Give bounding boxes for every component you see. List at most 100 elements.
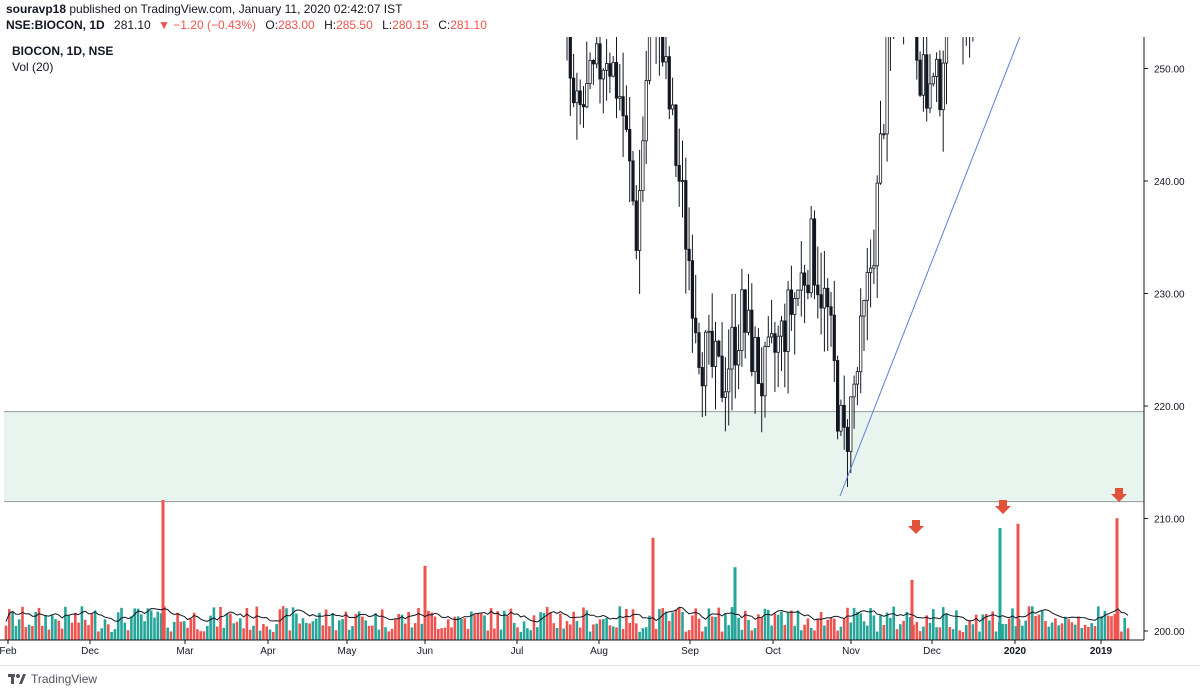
candle-body — [727, 368, 731, 393]
volume-bar — [945, 613, 948, 640]
volume-bar — [555, 627, 559, 640]
volume-bar — [842, 618, 846, 640]
candle-body — [723, 391, 728, 398]
volume-bar — [796, 610, 800, 640]
volume-bar — [450, 627, 453, 640]
candle-body — [783, 320, 787, 352]
volume-bar — [1064, 616, 1067, 640]
volume-bar — [123, 622, 127, 640]
volume-bar — [87, 625, 90, 640]
volume-bar — [803, 624, 806, 640]
volume-bar — [239, 618, 242, 640]
volume-bar — [813, 630, 816, 640]
publish-info: souravp18 published on TradingView.com, … — [6, 2, 402, 16]
candle-body — [575, 90, 579, 104]
volume-bar — [453, 616, 457, 640]
volume-bar — [882, 624, 886, 640]
candle-body — [773, 333, 777, 353]
volume-bar — [182, 621, 186, 640]
volume-bar — [1011, 608, 1014, 640]
volume-bar — [130, 616, 133, 640]
candle-body — [928, 83, 932, 109]
candle-body — [852, 383, 856, 398]
close-label: C: — [438, 18, 451, 32]
volume-bar — [390, 628, 394, 640]
volume-bar — [229, 613, 232, 640]
candles-layer — [566, 37, 974, 487]
volume-bar — [833, 618, 836, 640]
candle-body — [595, 43, 599, 65]
volume-bar — [321, 625, 325, 640]
volume-bar — [608, 625, 612, 640]
volume-bar — [965, 624, 968, 640]
volume-bar — [1014, 626, 1018, 640]
down-arrow-icon — [908, 520, 924, 534]
volume-bar — [918, 631, 922, 640]
volume-bar — [258, 630, 262, 640]
volume-bar — [704, 626, 707, 640]
volume-bar — [295, 613, 298, 640]
volume-spike-bar — [733, 567, 737, 640]
volume-bar — [545, 606, 549, 640]
volume-bar — [470, 611, 473, 640]
volume-bar — [1097, 606, 1100, 640]
candle-body — [697, 332, 701, 368]
volume-bar — [126, 630, 130, 640]
author-name[interactable]: souravp18 — [6, 2, 67, 16]
candle-body — [918, 59, 922, 96]
volume-bar — [1044, 621, 1047, 640]
volume-bar — [377, 629, 381, 640]
candle-body — [941, 62, 945, 111]
volume-bar — [496, 611, 499, 640]
candle-body — [925, 54, 929, 109]
price-chart[interactable]: 200.00210.00220.00230.00240.00250.00260.… — [0, 37, 1200, 660]
volume-bar — [83, 619, 87, 640]
candle-body — [720, 355, 724, 398]
volume-bar — [222, 627, 226, 640]
volume-bar — [783, 624, 787, 640]
x-tick-label: Nov — [842, 646, 860, 657]
candle-body — [865, 272, 869, 301]
candle-body — [872, 265, 876, 269]
volume-bar — [565, 621, 569, 640]
volume-bar — [1047, 626, 1051, 640]
volume-bar — [341, 619, 344, 640]
volume-bar — [526, 628, 529, 640]
volume-bar — [776, 614, 780, 640]
volume-bar — [720, 631, 724, 640]
volume-indicator-title[interactable]: Vol (20) — [12, 60, 54, 74]
candle-body — [746, 309, 751, 333]
volume-bar — [1087, 626, 1090, 640]
volume-bar — [598, 619, 602, 640]
volume-bar — [988, 620, 991, 640]
volume-bar — [354, 614, 358, 640]
volume-bar — [638, 631, 641, 640]
volume-bar — [635, 623, 638, 640]
publish-header: souravp18 published on TradingView.com, … — [0, 0, 1200, 36]
volume-bar — [559, 613, 562, 640]
volume-bar — [786, 612, 790, 640]
volume-bar — [400, 614, 404, 640]
tradingview-logo[interactable]: TradingView — [8, 672, 97, 686]
volume-bar — [681, 612, 684, 640]
volume-bar — [245, 607, 249, 640]
volume-bar — [908, 617, 912, 640]
volume-bar — [582, 607, 585, 640]
volume-bar — [862, 621, 866, 640]
volume-bar — [836, 630, 839, 640]
volume-spike-bar — [423, 565, 427, 640]
candle-body — [796, 289, 800, 299]
volume-bar — [737, 617, 740, 640]
candle-body — [786, 289, 790, 352]
volume-bar — [446, 619, 450, 640]
candle-body — [836, 360, 840, 432]
footer: TradingView — [0, 665, 1200, 696]
volume-bar — [707, 608, 711, 640]
volume-bar — [549, 612, 552, 640]
candle-body — [756, 337, 761, 384]
tradingview-logo-icon — [8, 674, 26, 684]
volume-bar — [74, 612, 77, 640]
volume-bar — [955, 610, 958, 640]
volume-bar — [618, 606, 622, 640]
volume-bar — [64, 606, 67, 640]
